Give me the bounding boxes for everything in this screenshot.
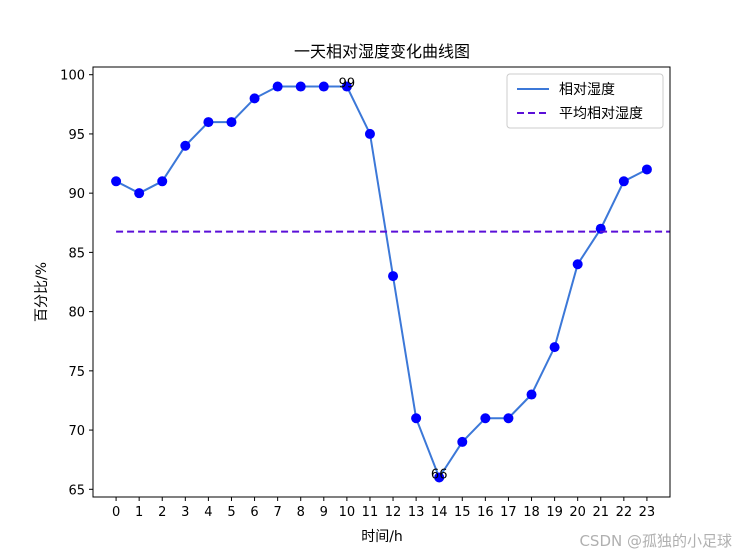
data-label: 66 [431, 467, 448, 482]
data-point [272, 81, 283, 92]
x-tick-label: 16 [477, 505, 494, 520]
data-point [526, 389, 537, 400]
data-point [480, 413, 491, 424]
chart-title: 一天相对湿度变化曲线图 [294, 42, 470, 61]
data-point [111, 176, 122, 187]
data-point [180, 140, 191, 151]
data-point [457, 436, 468, 447]
data-point [503, 413, 514, 424]
y-tick-label: 80 [68, 306, 85, 321]
data-point [411, 413, 422, 424]
data-point [318, 81, 329, 92]
x-tick-label: 2 [158, 505, 166, 520]
x-tick-label: 21 [592, 505, 609, 520]
x-tick-label: 4 [204, 505, 212, 520]
data-point [388, 271, 399, 282]
data-point [249, 93, 260, 104]
data-point [226, 117, 237, 128]
data-point [549, 342, 560, 353]
legend-box [506, 73, 664, 129]
x-tick-label: 5 [227, 505, 235, 520]
y-tick-label: 85 [68, 246, 85, 261]
legend-label-relative-humidity: 相对湿度 [559, 82, 615, 98]
data-point [641, 164, 652, 175]
legend-label-average-humidity: 平均相对湿度 [559, 106, 643, 122]
data-point [134, 188, 145, 199]
axes-frame [92, 66, 671, 498]
x-tick-label: 15 [454, 505, 471, 520]
x-tick-label: 11 [362, 505, 379, 520]
data-point [618, 176, 629, 187]
x-tick-label: 10 [339, 505, 356, 520]
y-tick-label: 65 [68, 483, 85, 498]
x-tick-label: 20 [569, 505, 586, 520]
x-tick-label: 13 [408, 505, 425, 520]
x-tick-label: 7 [273, 505, 281, 520]
data-label: 99 [339, 77, 356, 92]
y-tick-label: 95 [68, 128, 85, 143]
x-tick-label: 9 [320, 505, 328, 520]
x-tick-label: 19 [546, 505, 563, 520]
y-tick-label: 100 [60, 69, 85, 84]
x-tick-label: 8 [297, 505, 305, 520]
x-tick-label: 6 [250, 505, 258, 520]
y-tick-label: 75 [68, 365, 85, 380]
y-tick-label: 70 [68, 424, 85, 439]
x-tick-label: 23 [639, 505, 656, 520]
y-axis-label: 百分比/% [34, 262, 50, 322]
data-point [364, 128, 375, 139]
data-point [434, 472, 445, 483]
data-point [295, 81, 306, 92]
data-point [157, 176, 168, 187]
x-tick-label: 22 [616, 505, 633, 520]
x-tick-label: 18 [523, 505, 540, 520]
x-axis-label: 时间/h [361, 529, 403, 545]
data-point [203, 117, 214, 128]
data-point [572, 259, 583, 270]
x-tick-label: 3 [181, 505, 189, 520]
plot-area: 0 1 2 3 4 5 6 7 8 9 10 11 12 13 14 15 16 17 18 19 20 21 22 2365… [60, 66, 671, 520]
x-tick-label: 0 [112, 505, 120, 520]
watermark: CSDN @孤独的小足球 [579, 532, 732, 550]
series-line-relative-humidity [115, 85, 648, 480]
x-tick-label: 12 [385, 505, 402, 520]
x-tick-label: 1 [135, 505, 143, 520]
x-tick-label: 14 [431, 505, 448, 520]
y-tick-label: 90 [68, 187, 85, 202]
data-point [341, 81, 352, 92]
x-tick-label: 17 [500, 505, 517, 520]
